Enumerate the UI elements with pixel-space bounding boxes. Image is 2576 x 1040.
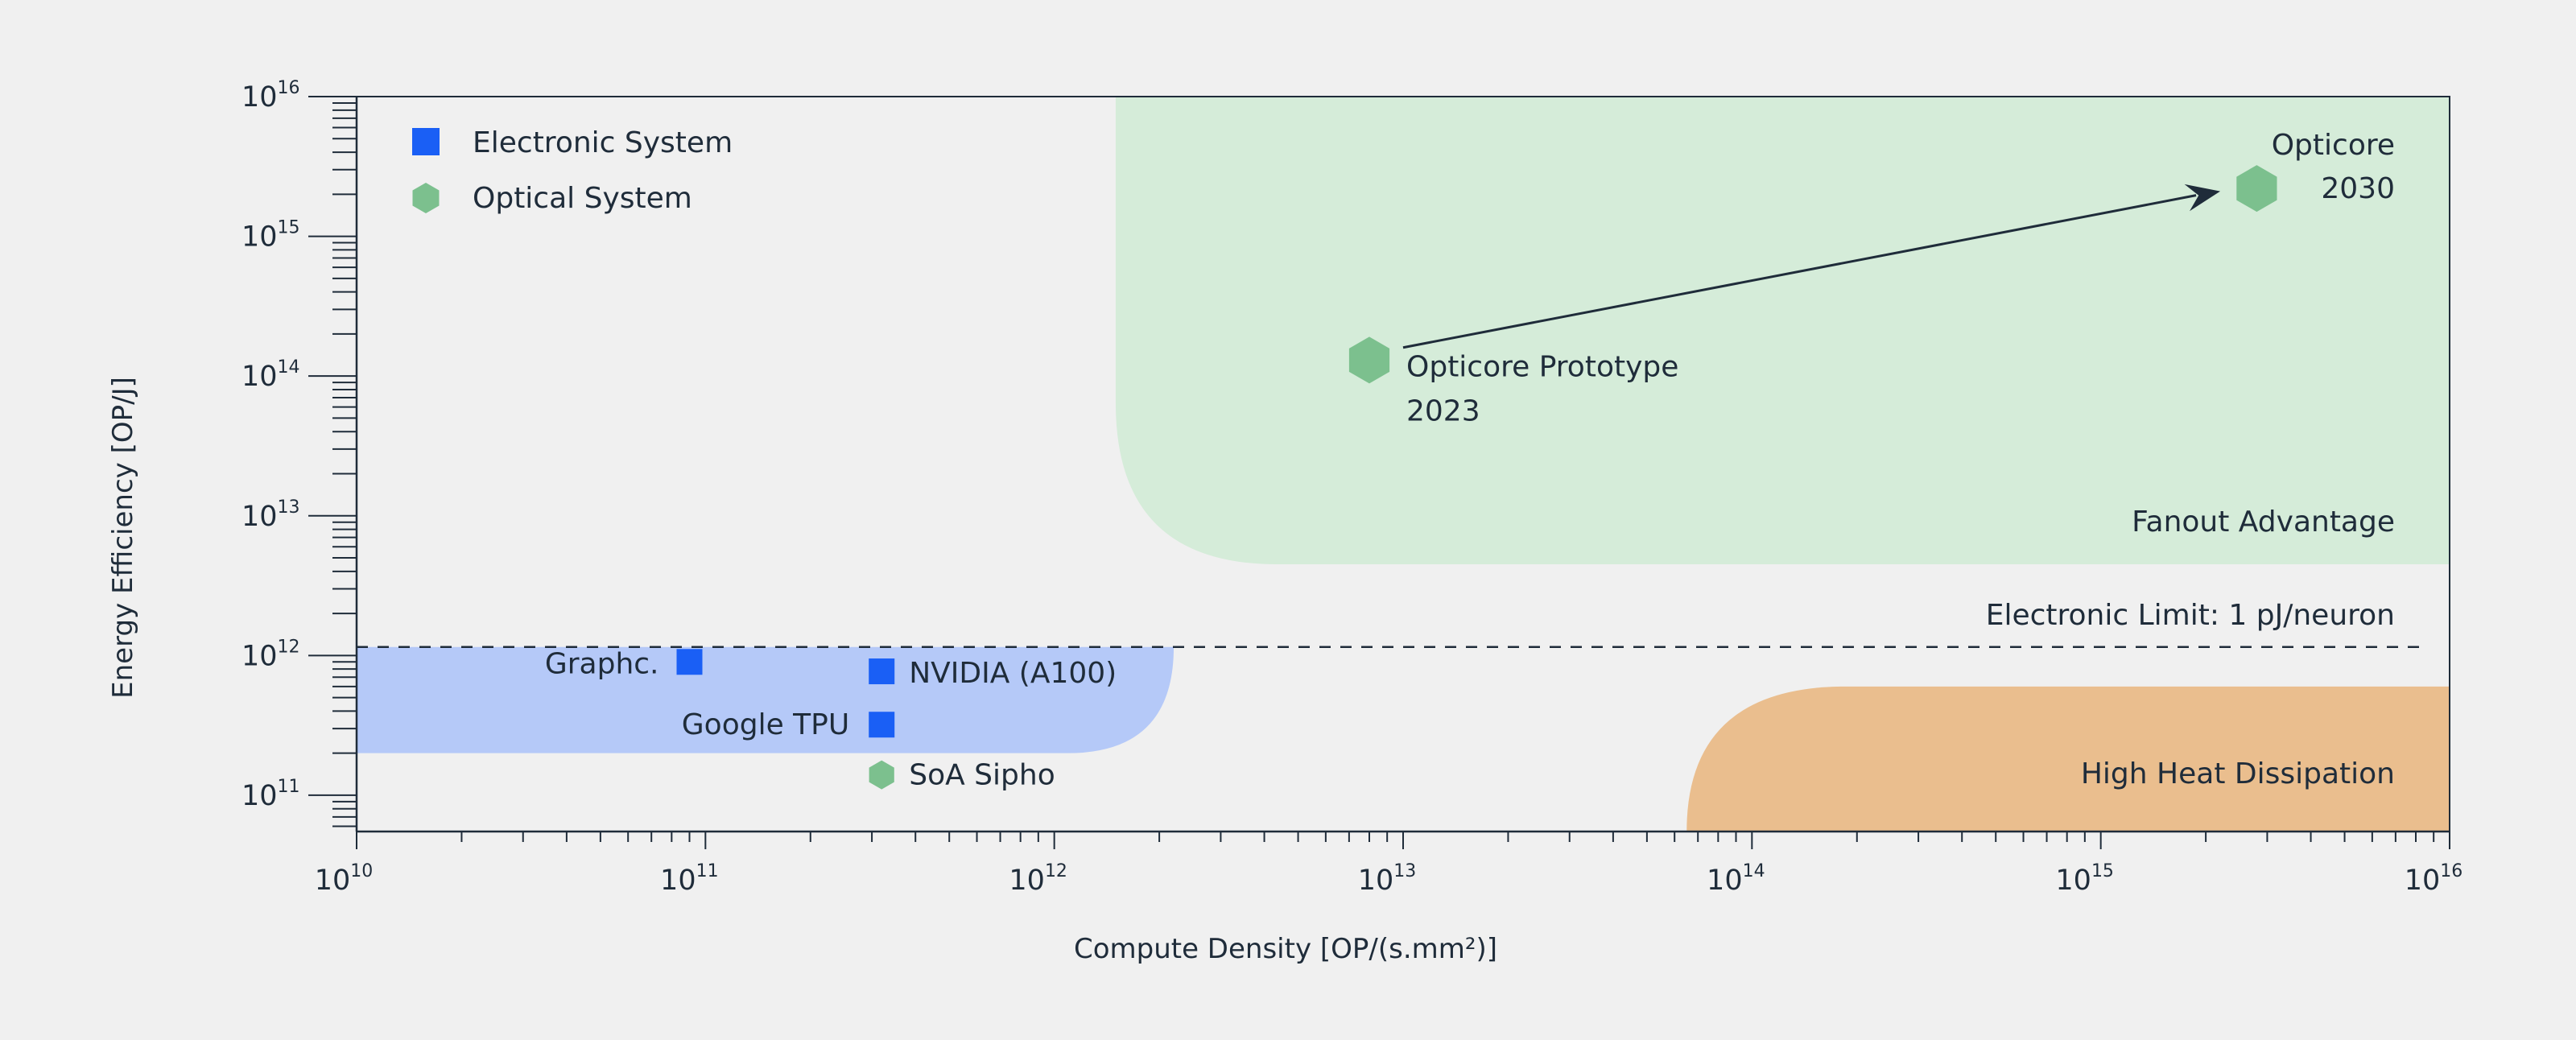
- y-axis-title: Energy Efficiency [OP/J]: [107, 377, 139, 699]
- electronic-point-label: Graphc.: [545, 647, 659, 680]
- y-tick-label: 1012: [242, 637, 300, 672]
- electronic-point-marker: [869, 658, 895, 685]
- electronic-point-label: Google TPU: [682, 708, 849, 741]
- progress-arrow-head: [2184, 184, 2221, 212]
- x-tick-label: 1010: [315, 861, 374, 897]
- x-tick-label: 1011: [660, 861, 719, 897]
- legend-optical-label: Optical System: [473, 182, 692, 215]
- optical-point-marker: [2236, 165, 2277, 213]
- points-layer: Graphc. NVIDIA (A100) Google TPU SoA Sipho O…: [545, 129, 2395, 791]
- x-axis-title: Compute Density [OP/(s.mm²)]: [1074, 933, 1497, 965]
- region-high-heat-dissipation: [1686, 686, 2450, 832]
- optical-point-label: Opticore Prototype: [1406, 350, 1678, 383]
- region-electronic-band: [357, 646, 1174, 753]
- x-tick-label: 1015: [2055, 861, 2114, 897]
- electronic-point-label: NVIDIA (A100): [909, 657, 1117, 690]
- region-label-high-heat-dissipation: High Heat Dissipation: [2081, 757, 2395, 790]
- legend-optical-marker: [412, 183, 440, 213]
- y-tick-label: 1016: [242, 78, 300, 113]
- y-tick-label: 1014: [242, 357, 300, 393]
- legend-electronic-marker: [412, 128, 440, 155]
- plot-frame: [357, 96, 2450, 832]
- legend: Electronic System Optical System: [412, 126, 733, 215]
- optical-point-label-year: 2030: [2321, 172, 2395, 205]
- optical-point-marker: [869, 760, 894, 790]
- region-fanout-advantage: [1115, 97, 2450, 564]
- progress-arrow-line: [1402, 194, 2197, 349]
- x-tick-label: 1016: [2405, 861, 2463, 897]
- legend-electronic-label: Electronic System: [473, 126, 733, 159]
- electronic-point-marker: [869, 712, 895, 738]
- regions-layer: Fanout Advantage High Heat Dissipation: [357, 97, 2450, 832]
- optical-point-label-year: 2023: [1406, 394, 1480, 427]
- x-tick-label: 1014: [1707, 861, 1765, 897]
- y-tick-label: 1013: [242, 497, 300, 533]
- electronic-point-marker: [676, 649, 703, 675]
- region-label-fanout-advantage: Fanout Advantage: [2132, 506, 2395, 539]
- y-tick-label: 1011: [242, 777, 300, 812]
- axes-layer: 1010 1011 1012 1013 1014 1015 1016 1011 1012 1013…: [242, 78, 2462, 897]
- optical-point-label: Opticore: [2272, 129, 2395, 162]
- x-tick-label: 1013: [1358, 861, 1417, 897]
- electronic-limit-label: Electronic Limit: 1 pJ/neuron: [1986, 599, 2395, 632]
- reference-layer: Electronic Limit: 1 pJ/neuron: [357, 599, 2423, 649]
- y-tick-label: 1015: [242, 218, 300, 254]
- optical-point-label: SoA Sipho: [909, 759, 1055, 792]
- optical-point-marker: [1348, 336, 1390, 384]
- x-tick-label: 1012: [1009, 861, 1067, 897]
